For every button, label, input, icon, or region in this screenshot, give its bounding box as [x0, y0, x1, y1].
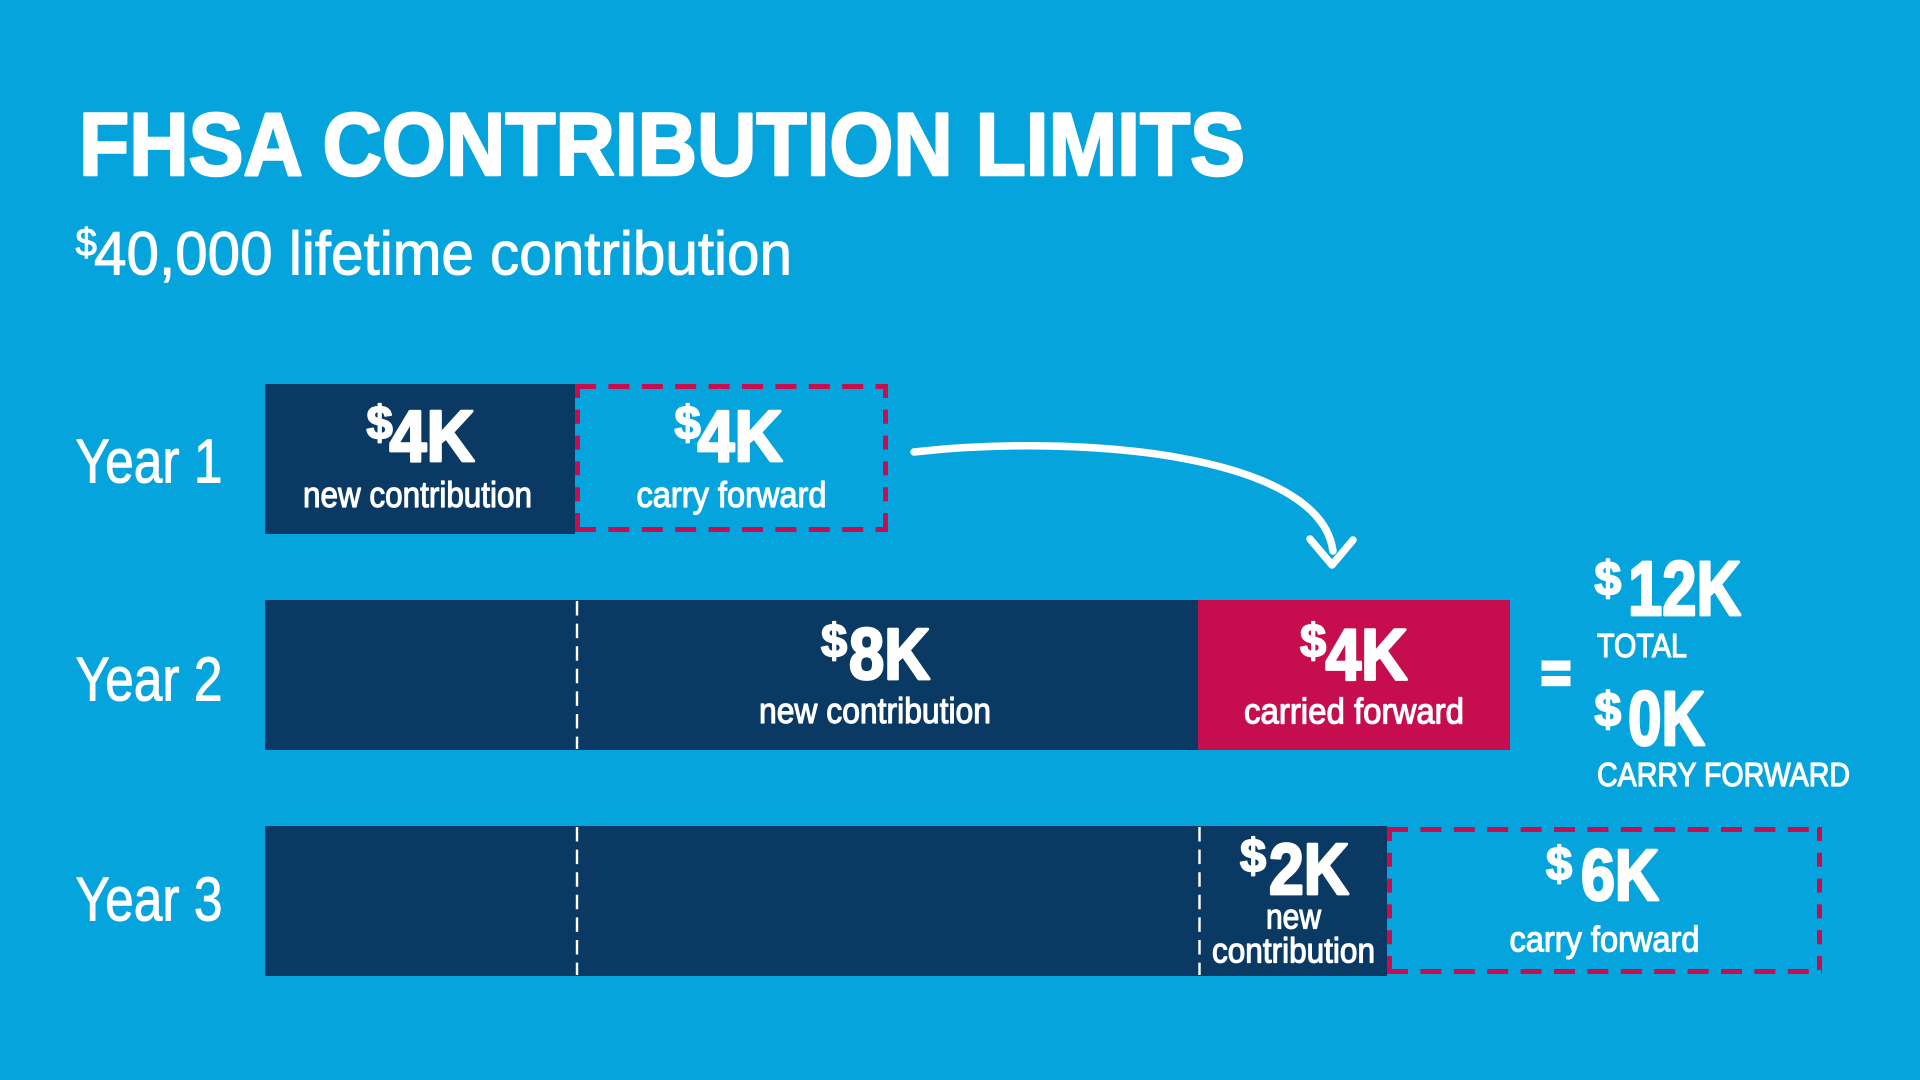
svg-text:Year 3: Year 3 [76, 866, 223, 935]
svg-text:$: $ [821, 614, 847, 667]
svg-text:Year 1: Year 1 [76, 428, 223, 497]
svg-text:$: $ [675, 396, 701, 449]
svg-text:$: $ [76, 222, 97, 265]
svg-text:FHSA CONTRIBUTION LIMITS: FHSA CONTRIBUTION LIMITS [79, 94, 1245, 194]
svg-text:12K: 12K [1628, 546, 1741, 632]
svg-text:new: new [1266, 898, 1322, 937]
svg-text:0K: 0K [1628, 676, 1705, 762]
svg-text:new contribution: new contribution [303, 474, 532, 515]
svg-text:contribution: contribution [1212, 932, 1375, 971]
svg-text:2K: 2K [1269, 830, 1349, 910]
svg-text:$: $ [1546, 837, 1572, 890]
svg-text:8K: 8K [849, 615, 930, 695]
svg-text:Year 2: Year 2 [76, 646, 223, 715]
svg-text:$: $ [1240, 829, 1266, 882]
svg-text:TOTAL: TOTAL [1597, 627, 1687, 664]
svg-text:4K: 4K [390, 397, 475, 477]
svg-text:40,000 lifetime contribution: 40,000 lifetime contribution [94, 220, 792, 288]
svg-text:4K: 4K [698, 397, 783, 477]
svg-text:$: $ [367, 396, 393, 449]
svg-text:6K: 6K [1581, 836, 1659, 916]
svg-text:carried forward: carried forward [1244, 691, 1464, 732]
svg-text:carry forward: carry forward [637, 474, 827, 515]
svg-text:CARRY FORWARD: CARRY FORWARD [1597, 756, 1850, 793]
svg-text:$: $ [1595, 553, 1622, 606]
svg-text:carry forward: carry forward [1510, 919, 1700, 960]
svg-text:new contribution: new contribution [759, 690, 991, 731]
svg-text:$: $ [1300, 614, 1326, 667]
svg-text:4K: 4K [1326, 616, 1408, 696]
svg-text:$: $ [1595, 684, 1622, 737]
